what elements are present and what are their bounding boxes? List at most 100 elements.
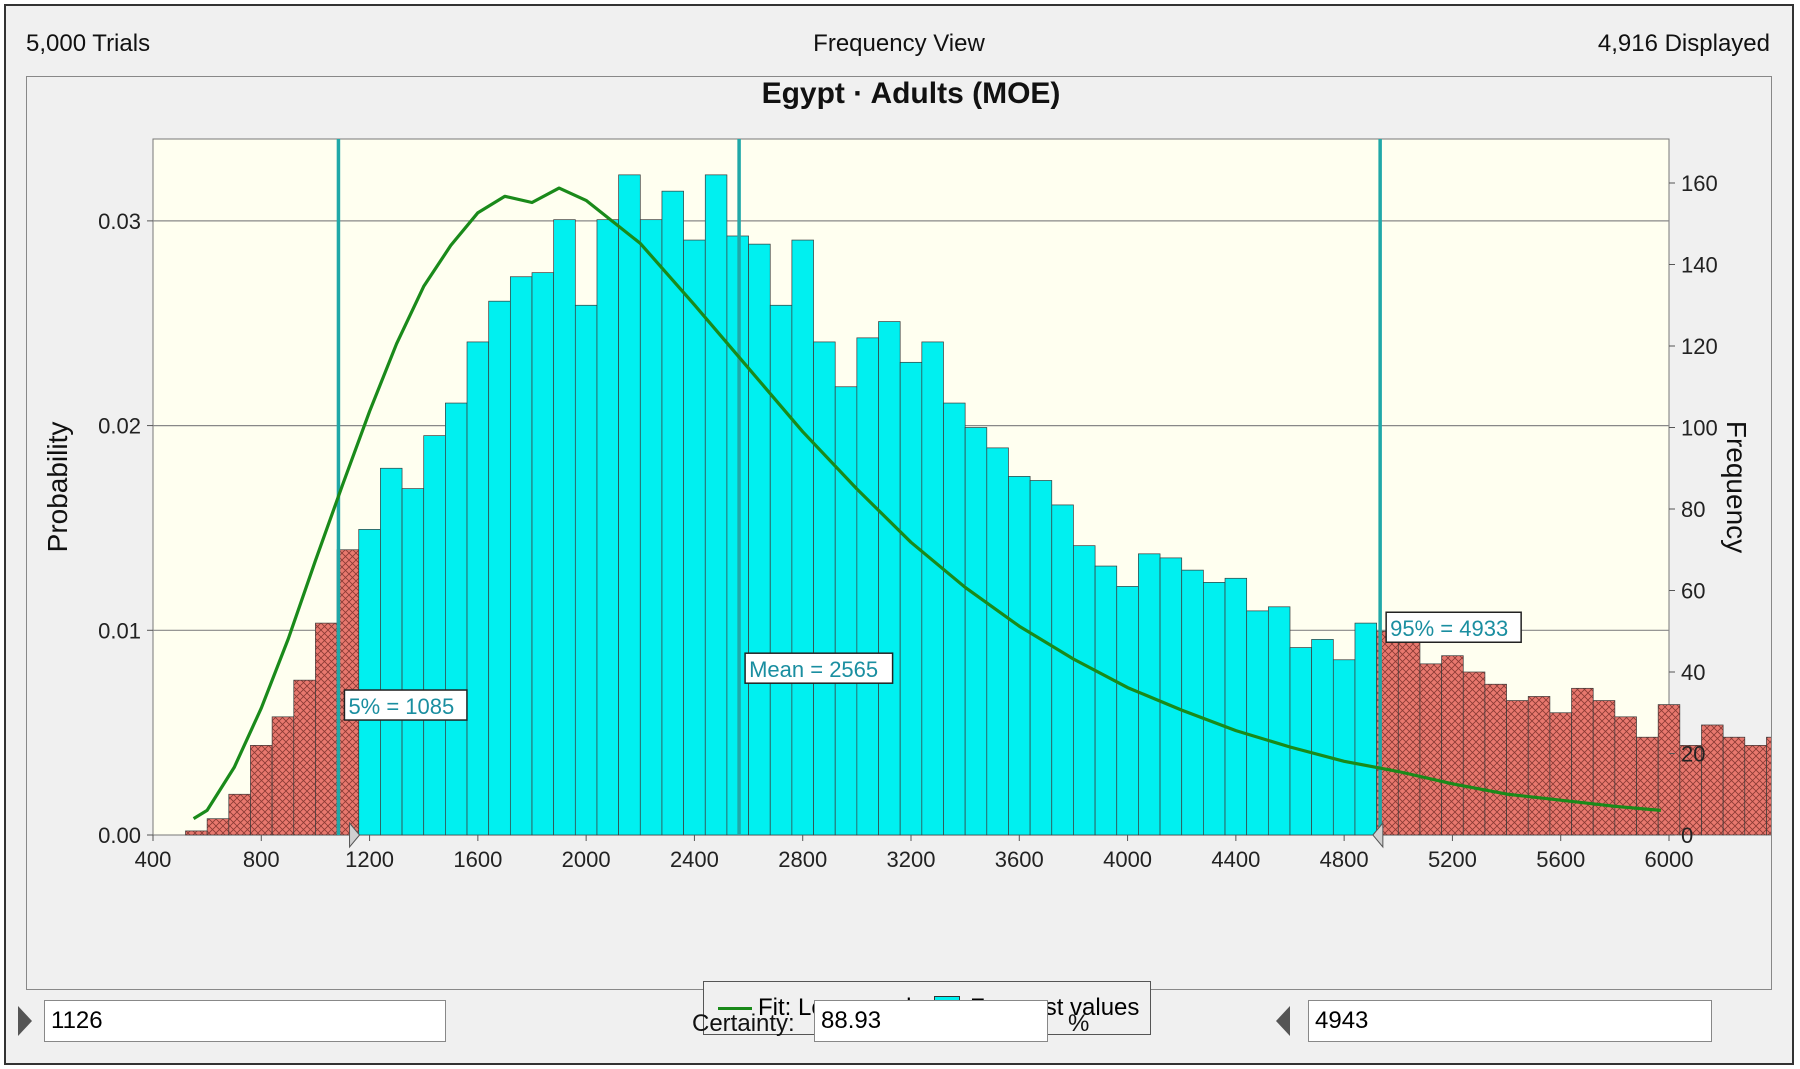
left-bound-input[interactable]: 1126 (44, 1000, 446, 1042)
trials-count: 5,000 Trials (26, 30, 151, 57)
histogram-bar (1527, 696, 1551, 836)
legend-fit-line-swatch (718, 1007, 752, 1010)
histogram-bar (748, 243, 771, 836)
histogram-bar (791, 239, 814, 836)
right-certainty-grabber (1372, 821, 1384, 849)
histogram-bar (878, 321, 901, 836)
marker-label: 95% = 4933 (1390, 616, 1508, 641)
right-grabber-icon[interactable] (1276, 1006, 1290, 1036)
histogram-bar (574, 304, 598, 836)
histogram-bar (596, 219, 619, 836)
left-certainty-grabber (349, 821, 361, 849)
histogram-bar (1441, 655, 1464, 836)
y2-axis-label: Frequency (1721, 421, 1752, 553)
y2-tick-label: 40 (1681, 660, 1705, 685)
right-bound-input[interactable]: 4943 (1308, 1000, 1712, 1042)
x-tick-label: 2000 (562, 847, 611, 872)
histogram-bar (986, 447, 1009, 836)
histogram-bar (1051, 504, 1074, 836)
marker-label-box (1385, 611, 1522, 643)
histogram-bar (509, 276, 533, 836)
histogram-bar (1397, 639, 1421, 836)
histogram-bar (271, 716, 295, 836)
x-tick-label: 6000 (1645, 847, 1694, 872)
histogram-bar (899, 361, 923, 836)
view-title: Frequency View (813, 30, 985, 57)
histogram-bar (1094, 565, 1118, 836)
histogram-bar (834, 386, 858, 836)
histogram-bar (1267, 606, 1291, 836)
y-tick-label: 0.00 (98, 823, 141, 848)
x-tick-label: 2800 (778, 847, 827, 872)
histogram-bar (856, 337, 879, 836)
y2-tick-label: 120 (1681, 334, 1718, 359)
histogram-bar (1354, 622, 1377, 836)
certainty-input[interactable]: 88.93 (814, 1000, 1048, 1042)
histogram-bar (1506, 700, 1529, 836)
histogram-bar (466, 341, 490, 836)
histogram-bar (943, 402, 966, 836)
window-frame: 5,000 Trials Frequency View 4,916 Displa… (4, 4, 1794, 1065)
x-tick-label: 4000 (1103, 847, 1152, 872)
x-tick-label: 400 (135, 847, 172, 872)
histogram-bar (531, 272, 555, 836)
histogram-bar (250, 745, 273, 836)
y2-tick-label: 80 (1681, 497, 1705, 522)
histogram-bar (445, 402, 468, 836)
x-tick-label: 5200 (1428, 847, 1477, 872)
y2-tick-label: 60 (1681, 579, 1705, 604)
chart-title: Egypt · Adults (MOE) (762, 77, 1061, 110)
histogram-bar (1289, 647, 1313, 836)
certainty-unit: % (1068, 1010, 1090, 1037)
histogram-bar (293, 679, 316, 836)
y2-tick-label: 100 (1681, 416, 1718, 441)
y-tick-label: 0.03 (98, 209, 141, 234)
x-tick-label: 800 (243, 847, 280, 872)
histogram-bar (1311, 639, 1334, 836)
histogram-bar (315, 622, 338, 836)
histogram-bar (1614, 716, 1637, 836)
y-axis-label: Probability (42, 422, 73, 553)
histogram-bar (380, 467, 403, 836)
histogram-bar (683, 239, 706, 836)
marker-label: Mean = 2565 (749, 657, 878, 682)
y2-tick-label: 0 (1681, 823, 1693, 848)
left-grabber-icon[interactable] (18, 1006, 32, 1036)
certainty-label: Certainty: (692, 1010, 795, 1037)
y2-tick-label: 160 (1681, 171, 1718, 196)
histogram-bar (1029, 480, 1053, 836)
histogram-bar (185, 830, 208, 836)
marker-label-box (744, 652, 894, 684)
histogram-bar (813, 341, 836, 836)
y2-tick-label: 20 (1681, 742, 1705, 767)
histogram-bar (488, 300, 511, 836)
y-tick-label: 0.02 (98, 414, 141, 439)
x-tick-label: 4800 (1320, 847, 1369, 872)
histogram-bar (704, 174, 728, 836)
histogram-bar (639, 219, 663, 836)
histogram-bar (1073, 545, 1096, 836)
histogram-bar (1203, 582, 1226, 836)
histogram-bar (1181, 569, 1204, 836)
histogram-bar (1744, 745, 1767, 836)
histogram-bar (1636, 736, 1659, 836)
chart-canvas: Egypt · Adults (MOE) 5% = 1085 Mean = 2565… (42, 77, 1771, 872)
histogram-bar (769, 304, 793, 836)
histogram-bar (358, 529, 381, 836)
histogram-bar (1116, 586, 1139, 836)
histogram-bar (921, 341, 944, 836)
histogram-bar (1462, 671, 1486, 836)
histogram-bar (1592, 700, 1616, 836)
histogram-bar (1722, 736, 1746, 836)
histogram-bar (964, 427, 988, 836)
histogram-bar (228, 793, 251, 836)
histogram-bar (1766, 736, 1771, 836)
x-tick-label: 1200 (345, 847, 394, 872)
histogram-bar (1224, 577, 1248, 836)
y2-tick-label: 140 (1681, 253, 1718, 278)
histogram-bar (206, 818, 230, 836)
displayed-count: 4,916 Displayed (1597, 30, 1770, 57)
x-tick-label: 3600 (995, 847, 1044, 872)
histogram-bar (1332, 659, 1356, 836)
histogram-bar (1419, 663, 1442, 836)
